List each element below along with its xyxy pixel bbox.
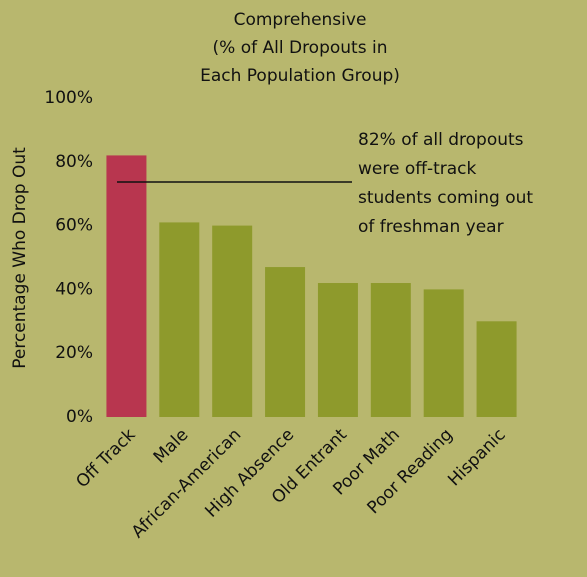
bar	[370, 283, 411, 417]
y-axis-label: Percentage Who Drop Out	[10, 147, 30, 369]
bar	[159, 222, 200, 417]
bar	[265, 267, 306, 417]
chart-title: (% of All Dropouts in	[213, 38, 388, 58]
chart-title: Comprehensive	[234, 10, 367, 30]
y-tick-label: 0%	[66, 407, 93, 427]
y-tick-label: 100%	[44, 88, 93, 108]
annotation: students coming out	[358, 188, 533, 208]
bar	[106, 155, 147, 418]
chart-title: Each Population Group)	[200, 66, 400, 86]
annotation: were off-track	[358, 159, 477, 179]
y-tick-label: 40%	[55, 279, 93, 299]
bar	[317, 283, 358, 417]
y-tick-label: 60%	[55, 216, 93, 236]
y-tick-label: 20%	[55, 343, 93, 363]
bar	[212, 225, 253, 417]
bar	[476, 321, 517, 417]
annotation: 82% of all dropouts	[358, 130, 524, 150]
y-tick-label: 80%	[55, 152, 93, 172]
bar	[423, 289, 464, 417]
annotation: of freshman year	[358, 217, 504, 237]
